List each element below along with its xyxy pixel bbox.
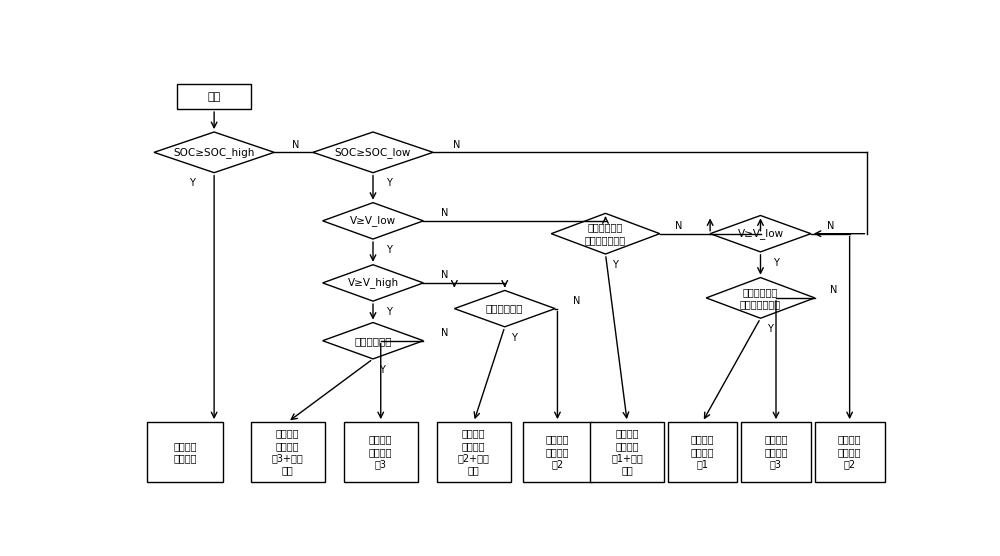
- Text: 加速踏板开启
或存在道路坡度: 加速踏板开启 或存在道路坡度: [585, 222, 626, 245]
- Text: Y: Y: [189, 178, 195, 188]
- Text: Y: Y: [379, 365, 385, 375]
- Bar: [815, 422, 885, 482]
- Text: 加速踏板开启: 加速踏板开启: [354, 336, 392, 346]
- Text: SOC≥SOC_low: SOC≥SOC_low: [335, 147, 411, 158]
- Text: 发动机工
作于工作
点3+电池
驱动: 发动机工 作于工作 点3+电池 驱动: [272, 429, 304, 475]
- Bar: [523, 422, 592, 482]
- Text: Y: Y: [511, 332, 517, 342]
- Polygon shape: [323, 265, 423, 301]
- Text: 发动机工
作于工作
点3: 发动机工 作于工作 点3: [369, 435, 392, 469]
- Text: 发动机工
作于工作
点1: 发动机工 作于工作 点1: [691, 435, 714, 469]
- Polygon shape: [454, 290, 555, 327]
- Polygon shape: [551, 214, 660, 254]
- Polygon shape: [706, 277, 815, 318]
- Text: Y: Y: [773, 257, 779, 267]
- Text: N: N: [441, 328, 449, 338]
- Text: Y: Y: [612, 260, 618, 270]
- Text: Y: Y: [767, 324, 773, 334]
- Text: N: N: [292, 140, 300, 150]
- Text: N: N: [441, 208, 449, 218]
- Bar: [147, 422, 223, 482]
- Text: N: N: [675, 221, 683, 231]
- Bar: [590, 422, 664, 482]
- Text: Y: Y: [386, 307, 391, 317]
- Bar: [437, 422, 511, 482]
- Bar: [741, 422, 811, 482]
- Bar: [251, 422, 325, 482]
- Text: 加速踏板开启: 加速踏板开启: [486, 304, 524, 314]
- Text: V≥V_high: V≥V_high: [347, 277, 399, 289]
- Text: 发动机工
作于工作
点1+电池
驱动: 发动机工 作于工作 点1+电池 驱动: [611, 429, 643, 475]
- Polygon shape: [710, 216, 811, 252]
- Text: V≥V_low: V≥V_low: [350, 215, 396, 226]
- Polygon shape: [323, 322, 423, 359]
- Text: N: N: [573, 296, 581, 306]
- Text: 动力电池
单独驱动: 动力电池 单独驱动: [174, 441, 197, 463]
- Polygon shape: [323, 202, 423, 239]
- Text: 发动机工
作于工作
点2: 发动机工 作于工作 点2: [838, 435, 861, 469]
- Text: 发动机工
作于工作
点3: 发动机工 作于工作 点3: [764, 435, 788, 469]
- Text: N: N: [830, 285, 838, 295]
- Text: V≥V_low: V≥V_low: [737, 228, 784, 239]
- Text: 加速踏板开启
或存在道路坡度: 加速踏板开启 或存在道路坡度: [740, 287, 781, 309]
- Bar: [344, 422, 418, 482]
- Text: Y: Y: [386, 245, 391, 255]
- Text: Y: Y: [386, 178, 391, 188]
- Text: N: N: [453, 140, 460, 150]
- Bar: [177, 85, 251, 109]
- Text: 发动机工
作于工作
点2+电池
驱动: 发动机工 作于工作 点2+电池 驱动: [458, 429, 490, 475]
- Text: SOC≥SOC_high: SOC≥SOC_high: [173, 147, 255, 158]
- Polygon shape: [154, 132, 274, 173]
- Text: N: N: [827, 221, 834, 231]
- Text: N: N: [441, 270, 449, 280]
- Bar: [668, 422, 737, 482]
- Text: 开始: 开始: [208, 92, 221, 102]
- Polygon shape: [313, 132, 433, 173]
- Text: 发动机工
作于工作
点2: 发动机工 作于工作 点2: [546, 435, 569, 469]
